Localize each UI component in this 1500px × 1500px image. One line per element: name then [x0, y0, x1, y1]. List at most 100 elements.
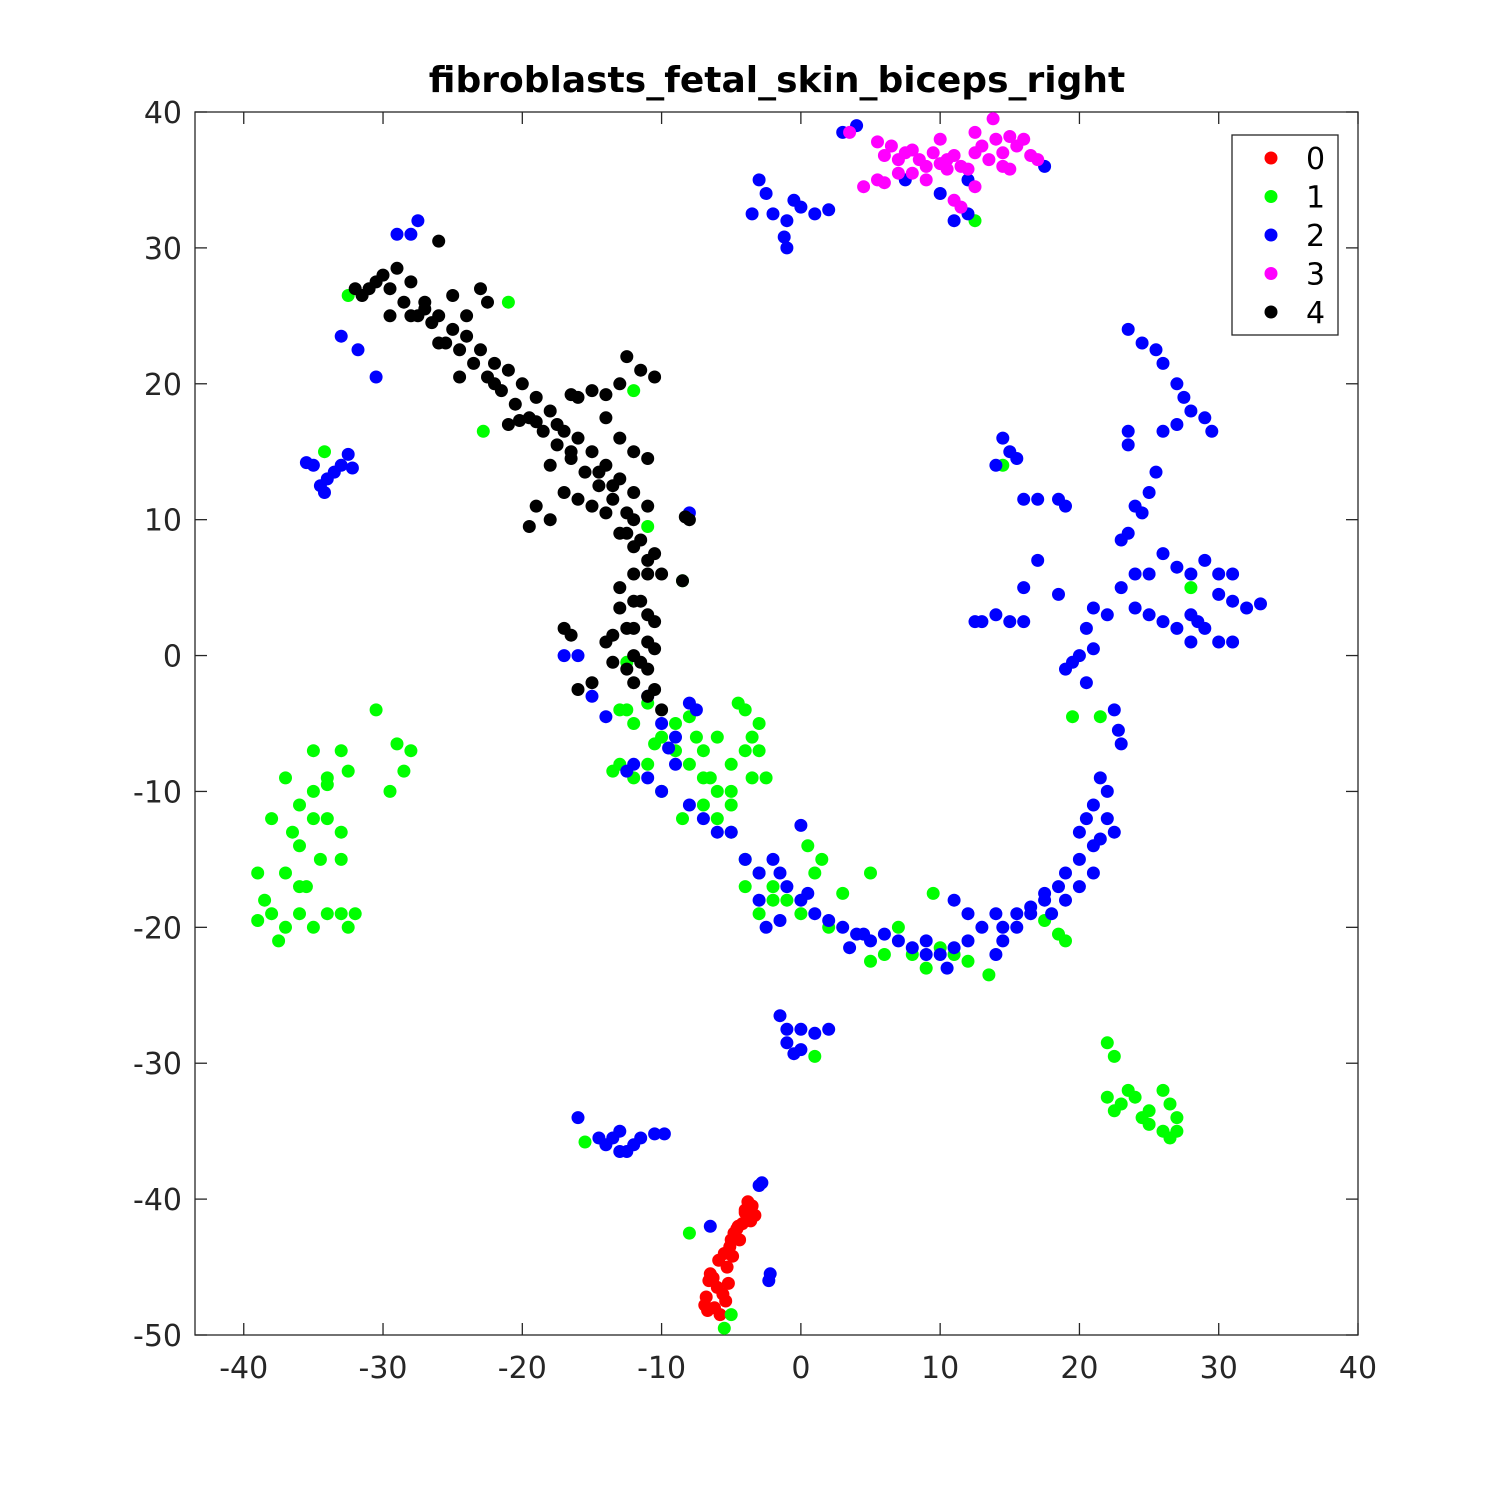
data-point-series-2: [318, 486, 331, 499]
data-point-series-2: [1198, 553, 1212, 567]
data-point-series-2: [1254, 597, 1267, 611]
data-point-series-2: [780, 1022, 794, 1036]
data-point-series-1: [766, 880, 780, 894]
data-point-series-2: [327, 465, 341, 479]
data-point-series-1: [265, 812, 279, 826]
data-point-series-1: [738, 744, 752, 758]
data-point-series-4: [641, 452, 655, 465]
data-point-series-1: [578, 1135, 592, 1149]
data-point-series-2: [989, 907, 1003, 921]
data-point-series-1: [752, 717, 766, 730]
data-point-series-1: [1170, 1111, 1184, 1125]
data-point-series-1: [682, 757, 696, 771]
data-point-series-2: [1212, 567, 1226, 581]
data-point-series-2: [968, 615, 982, 629]
data-point-series-4: [543, 404, 557, 418]
data-point-series-1: [1100, 1036, 1114, 1050]
data-point-series-2: [620, 764, 634, 778]
data-point-series-2: [703, 1219, 717, 1233]
data-point-series-1: [710, 730, 724, 744]
data-point-series-2: [1066, 655, 1079, 669]
data-point-series-2: [1079, 812, 1093, 826]
data-point-series-4: [397, 295, 411, 309]
data-point-series-4: [481, 295, 494, 309]
data-point-series-1: [696, 798, 710, 812]
data-point-series-2: [808, 207, 822, 221]
data-point-series-1: [1135, 1111, 1149, 1125]
data-point-series-2: [745, 207, 759, 221]
y-tick-label: -50: [133, 1319, 182, 1354]
data-point-series-4: [620, 350, 634, 364]
data-point-series-0: [744, 1214, 758, 1228]
data-point-series-1: [648, 737, 662, 751]
legend-marker-1: [1264, 190, 1278, 203]
data-point-series-2: [1156, 615, 1170, 629]
data-point-series-3: [947, 193, 961, 207]
data-point-series-2: [766, 207, 780, 221]
data-point-series-4: [634, 363, 648, 377]
data-point-series-1: [348, 907, 362, 921]
data-point-series-1: [293, 880, 306, 894]
data-point-series-2: [341, 447, 355, 461]
data-point-series-2: [877, 927, 891, 941]
data-point-series-2: [857, 927, 871, 941]
data-point-series-3: [947, 149, 961, 162]
data-point-series-3: [1017, 132, 1031, 146]
data-point-series-4: [453, 343, 467, 357]
data-point-series-1: [306, 812, 320, 826]
data-point-series-2: [1121, 438, 1135, 452]
data-point-series-2: [1111, 723, 1125, 737]
data-point-series-4: [578, 465, 592, 479]
data-point-series-1: [390, 737, 404, 751]
data-point-series-1: [334, 744, 348, 758]
data-point-series-2: [989, 948, 1003, 961]
data-point-series-3: [961, 162, 975, 176]
data-point-series-2: [780, 880, 794, 894]
data-point-series-4: [613, 431, 627, 445]
data-point-series-1: [703, 771, 717, 785]
data-point-series-2: [669, 757, 682, 771]
data-point-series-4: [432, 234, 446, 248]
data-point-series-1: [1066, 710, 1079, 724]
data-point-series-1: [620, 703, 634, 717]
data-point-series-4: [513, 414, 526, 427]
data-point-series-4: [550, 438, 564, 452]
data-point-series-4: [418, 302, 432, 316]
x-tick-label: -30: [359, 1351, 408, 1386]
data-point-series-2: [641, 771, 655, 785]
data-point-series-4: [446, 322, 460, 336]
data-point-series-4: [488, 356, 501, 370]
data-point-series-3: [843, 125, 857, 139]
data-point-series-2: [345, 461, 359, 475]
data-point-series-4: [446, 289, 460, 302]
data-point-series-2: [1128, 567, 1142, 581]
data-point-series-1: [341, 920, 355, 934]
data-point-series-2: [794, 1022, 808, 1036]
data-point-series-3: [884, 139, 898, 153]
data-point-series-4: [460, 309, 474, 323]
data-point-series-4: [432, 336, 446, 350]
data-point-series-2: [996, 431, 1010, 445]
legend-label-4: 4: [1306, 296, 1325, 331]
data-point-series-2: [843, 941, 857, 955]
data-point-series-1: [318, 445, 331, 459]
data-point-series-2: [1156, 356, 1170, 370]
data-point-series-4: [585, 384, 599, 398]
data-point-series-1: [808, 1049, 822, 1063]
data-point-series-2: [891, 934, 905, 948]
legend-marker-0: [1264, 151, 1278, 165]
data-point-series-2: [1170, 418, 1184, 431]
data-point-series-1: [766, 893, 780, 907]
data-point-series-1: [334, 852, 348, 866]
data-point-series-1: [794, 907, 808, 921]
data-point-series-1: [724, 1308, 738, 1322]
data-point-series-2: [1212, 587, 1226, 601]
data-point-series-1: [1163, 1097, 1177, 1111]
data-point-series-2: [1114, 581, 1128, 595]
data-point-series-1: [1100, 1090, 1114, 1104]
data-point-series-2: [1170, 621, 1184, 635]
chart-title: fibroblasts_fetal_skin_biceps_right: [429, 60, 1125, 101]
data-point-series-4: [592, 479, 606, 493]
